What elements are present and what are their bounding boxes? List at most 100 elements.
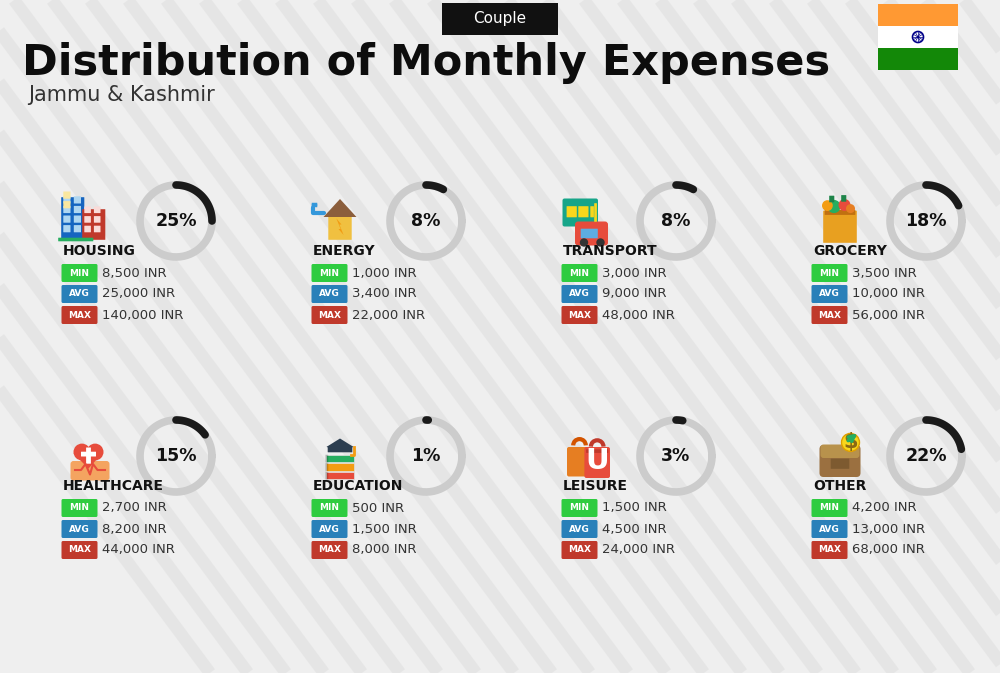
Text: 8,500 INR: 8,500 INR: [102, 267, 167, 279]
FancyBboxPatch shape: [825, 210, 855, 215]
Text: 8,200 INR: 8,200 INR: [102, 522, 167, 536]
FancyBboxPatch shape: [84, 207, 91, 213]
FancyBboxPatch shape: [63, 197, 70, 203]
FancyBboxPatch shape: [63, 206, 70, 213]
Text: OTHER: OTHER: [813, 479, 866, 493]
Polygon shape: [74, 454, 102, 468]
FancyBboxPatch shape: [63, 215, 70, 223]
FancyBboxPatch shape: [594, 203, 597, 222]
Circle shape: [827, 200, 841, 213]
FancyBboxPatch shape: [328, 446, 352, 452]
FancyBboxPatch shape: [812, 541, 848, 559]
Text: MAX: MAX: [568, 546, 591, 555]
FancyBboxPatch shape: [326, 464, 354, 470]
Circle shape: [842, 433, 860, 452]
Text: 56,000 INR: 56,000 INR: [852, 308, 925, 322]
FancyBboxPatch shape: [63, 225, 70, 232]
FancyBboxPatch shape: [562, 541, 598, 559]
Text: MIN: MIN: [70, 269, 90, 277]
FancyBboxPatch shape: [62, 541, 98, 559]
Circle shape: [74, 444, 90, 460]
Circle shape: [596, 238, 605, 247]
Circle shape: [838, 199, 850, 211]
FancyBboxPatch shape: [325, 455, 328, 462]
Text: AVG: AVG: [319, 289, 340, 299]
Text: 2,700 INR: 2,700 INR: [102, 501, 167, 514]
Text: ENERGY: ENERGY: [313, 244, 376, 258]
FancyBboxPatch shape: [590, 206, 594, 217]
Text: MAX: MAX: [818, 546, 841, 555]
FancyBboxPatch shape: [812, 264, 848, 282]
Text: 15%: 15%: [155, 447, 197, 465]
FancyBboxPatch shape: [312, 285, 348, 303]
Text: AVG: AVG: [569, 524, 590, 534]
Text: 22%: 22%: [905, 447, 947, 465]
Text: AVG: AVG: [819, 524, 840, 534]
FancyBboxPatch shape: [82, 209, 105, 240]
Text: 25,000 INR: 25,000 INR: [102, 287, 175, 301]
Circle shape: [311, 205, 315, 209]
FancyBboxPatch shape: [74, 206, 81, 213]
Text: 1,500 INR: 1,500 INR: [352, 522, 417, 536]
Text: TRANSPORT: TRANSPORT: [563, 244, 658, 258]
FancyBboxPatch shape: [312, 264, 348, 282]
FancyBboxPatch shape: [812, 285, 848, 303]
Text: 18%: 18%: [905, 212, 947, 230]
Text: EDUCATION: EDUCATION: [313, 479, 403, 493]
FancyBboxPatch shape: [62, 520, 98, 538]
FancyBboxPatch shape: [575, 221, 608, 246]
FancyBboxPatch shape: [562, 285, 598, 303]
FancyBboxPatch shape: [84, 216, 91, 223]
Text: Distribution of Monthly Expenses: Distribution of Monthly Expenses: [22, 42, 830, 84]
Text: LEISURE: LEISURE: [563, 479, 628, 493]
Text: AVG: AVG: [819, 289, 840, 299]
FancyBboxPatch shape: [562, 264, 598, 282]
FancyBboxPatch shape: [81, 452, 96, 456]
FancyBboxPatch shape: [94, 207, 100, 213]
FancyBboxPatch shape: [820, 444, 860, 458]
Text: 9,000 INR: 9,000 INR: [602, 287, 666, 301]
Text: U: U: [585, 447, 609, 475]
Text: 1,000 INR: 1,000 INR: [352, 267, 417, 279]
Text: MIN: MIN: [820, 269, 840, 277]
Text: 8,000 INR: 8,000 INR: [352, 544, 416, 557]
Text: 8%: 8%: [411, 212, 441, 230]
Text: 140,000 INR: 140,000 INR: [102, 308, 183, 322]
FancyBboxPatch shape: [62, 264, 98, 282]
Text: 24,000 INR: 24,000 INR: [602, 544, 675, 557]
FancyBboxPatch shape: [586, 450, 608, 453]
FancyBboxPatch shape: [62, 499, 98, 517]
Text: Jammu & Kashmir: Jammu & Kashmir: [28, 85, 215, 105]
Text: HOUSING: HOUSING: [63, 244, 136, 258]
FancyBboxPatch shape: [326, 472, 354, 479]
Text: MAX: MAX: [318, 546, 341, 555]
FancyBboxPatch shape: [562, 199, 598, 227]
Text: MIN: MIN: [320, 269, 340, 277]
Text: 3,000 INR: 3,000 INR: [602, 267, 667, 279]
FancyBboxPatch shape: [581, 229, 598, 238]
FancyBboxPatch shape: [820, 445, 860, 477]
FancyBboxPatch shape: [567, 447, 592, 476]
FancyBboxPatch shape: [442, 3, 558, 35]
FancyBboxPatch shape: [94, 216, 100, 223]
FancyBboxPatch shape: [63, 192, 70, 199]
FancyBboxPatch shape: [74, 215, 81, 223]
FancyBboxPatch shape: [878, 4, 958, 26]
FancyBboxPatch shape: [70, 461, 110, 481]
FancyBboxPatch shape: [812, 499, 848, 517]
FancyBboxPatch shape: [567, 206, 577, 217]
FancyBboxPatch shape: [61, 197, 84, 240]
FancyBboxPatch shape: [312, 520, 348, 538]
FancyBboxPatch shape: [878, 26, 958, 48]
Text: 1,500 INR: 1,500 INR: [602, 501, 667, 514]
FancyBboxPatch shape: [812, 306, 848, 324]
Text: Couple: Couple: [473, 11, 527, 26]
Text: 68,000 INR: 68,000 INR: [852, 544, 925, 557]
FancyBboxPatch shape: [84, 225, 91, 232]
Text: 4,500 INR: 4,500 INR: [602, 522, 667, 536]
Text: 8%: 8%: [661, 212, 691, 230]
Text: 1%: 1%: [411, 447, 441, 465]
FancyBboxPatch shape: [62, 306, 98, 324]
Text: MIN: MIN: [320, 503, 340, 513]
Text: MIN: MIN: [570, 503, 590, 513]
